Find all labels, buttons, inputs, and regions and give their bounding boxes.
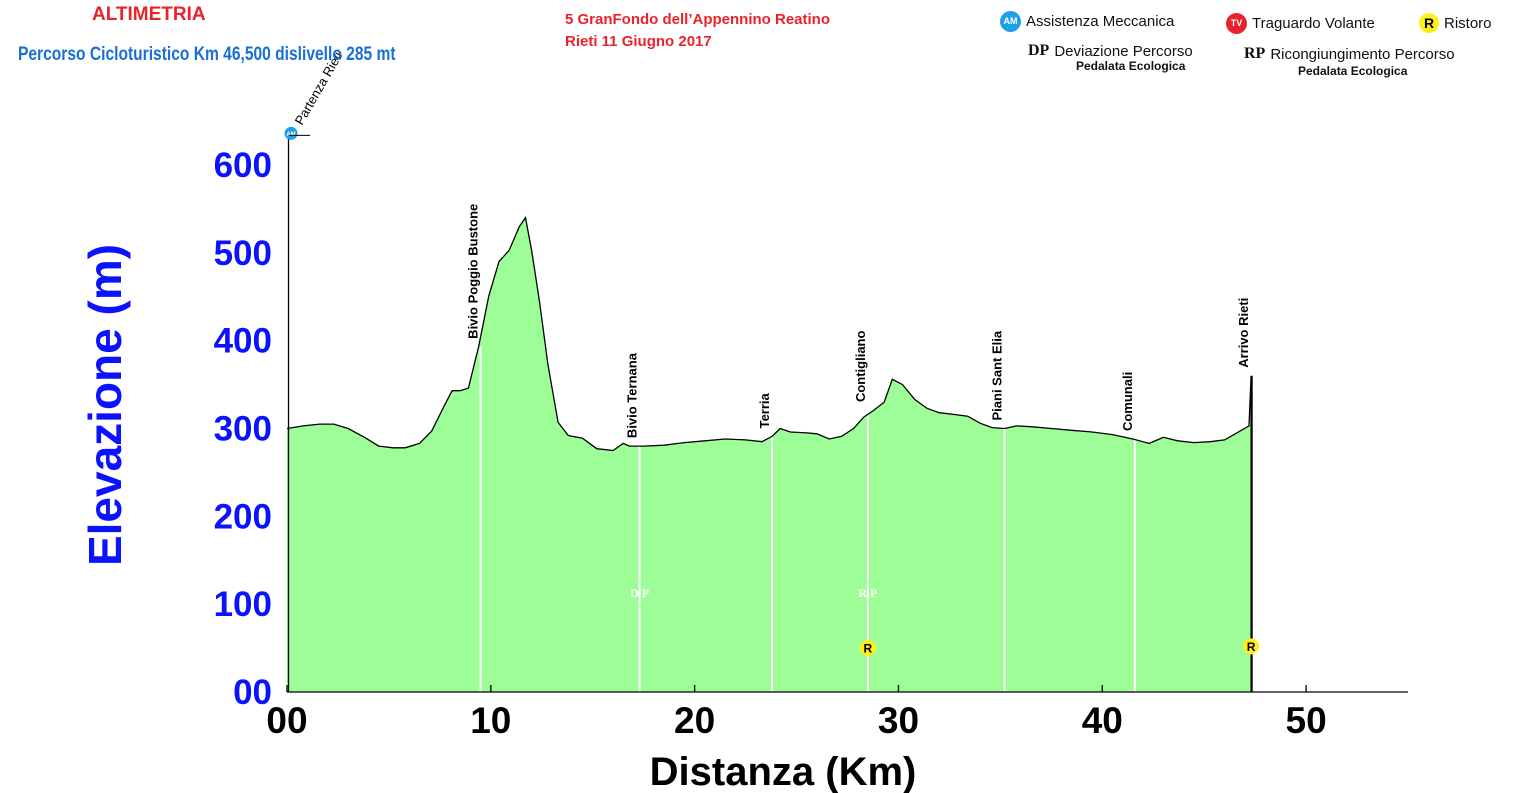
ristoro-icon <box>1243 638 1260 655</box>
legend-deviazione: DP Deviazione Percorso <box>1028 42 1193 60</box>
x-axis-title: Distanza (Km) <box>650 750 917 793</box>
chart-title: ALTIMETRIA <box>92 4 206 25</box>
profile-area <box>287 217 1252 692</box>
waypoint-label: Piani Sant Elia <box>989 330 1004 420</box>
y-axis-title: Elevazione (m) <box>79 244 131 566</box>
event-date: Rieti 11 Giugno 2017 <box>565 33 712 50</box>
route-subtitle: Percorso Cicloturistico Km 46,500 disliv… <box>18 44 396 65</box>
waypoint-label: Contigliano <box>853 331 868 403</box>
deviazione-code: DP <box>1028 42 1050 59</box>
y-tick-label: 500 <box>214 234 272 273</box>
y-tick-label: 600 <box>214 146 272 185</box>
profile-line <box>286 216 1252 692</box>
legend-ricongiungimento-label: Ricongiungimento Percorso <box>1270 45 1455 63</box>
ristoro-marker: R <box>859 640 876 657</box>
route-tag: R P <box>858 586 877 600</box>
ristoro-marker: R <box>1243 638 1260 655</box>
y-tick-label: 300 <box>214 410 272 449</box>
legend-traguardo: TV Traguardo Volante <box>1226 13 1375 34</box>
waypoint-label: Arrivo Rieti <box>1236 298 1251 368</box>
y-tick-label: 400 <box>214 322 272 361</box>
legend-deviazione-sub: Pedalata Ecologica <box>1076 59 1186 73</box>
traguardo-icon: TV <box>1226 13 1247 34</box>
x-tick-label: 50 <box>1286 700 1327 741</box>
waypoint-label: Bivio Poggio Bustone <box>466 204 481 339</box>
legend-ristoro-label: Ristoro <box>1444 14 1492 32</box>
y-tick-label: 100 <box>214 585 272 624</box>
event-name: 5 GranFondo dell’Appennino Reatino <box>565 11 830 28</box>
y-tick-label: 00 <box>233 673 272 712</box>
legend-deviazione-label: Deviazione Percorso <box>1054 42 1193 60</box>
ricongiungimento-code: RP <box>1244 45 1266 62</box>
y-tick-label: 200 <box>214 497 272 536</box>
ristoro-icon <box>859 640 876 657</box>
legend-assistenza: AM Assistenza Meccanica <box>1000 11 1174 32</box>
route-tag: D P <box>630 586 649 600</box>
x-tick-label: 10 <box>470 700 511 741</box>
x-tick-label: 00 <box>266 700 307 741</box>
x-tick-label: 20 <box>674 700 715 741</box>
legend-assistenza-label: Assistenza Meccanica <box>1026 13 1175 30</box>
assistenza-icon: AM <box>1000 11 1021 32</box>
x-tick-label: 30 <box>878 700 919 741</box>
waypoint-label: Terria <box>757 392 772 428</box>
ristoro-icon-text: R <box>864 642 873 656</box>
waypoint-label: Comunali <box>1120 372 1135 431</box>
legend-ristoro: R Ristoro <box>1419 13 1492 33</box>
legend-ricongiungimento: RP Ricongiungimento Percorso <box>1244 45 1455 63</box>
legend-ricongiungimento-sub: Pedalata Ecologica <box>1298 64 1408 78</box>
waypoint-label: Bivio Ternana <box>625 352 640 438</box>
x-tick-label: 40 <box>1082 700 1123 741</box>
legend-traguardo-label: Traguardo Volante <box>1252 15 1375 32</box>
assistenza-icon <box>284 126 298 140</box>
ristoro-icon-text: R <box>1247 640 1256 654</box>
ristoro-icon: R <box>1419 13 1439 33</box>
